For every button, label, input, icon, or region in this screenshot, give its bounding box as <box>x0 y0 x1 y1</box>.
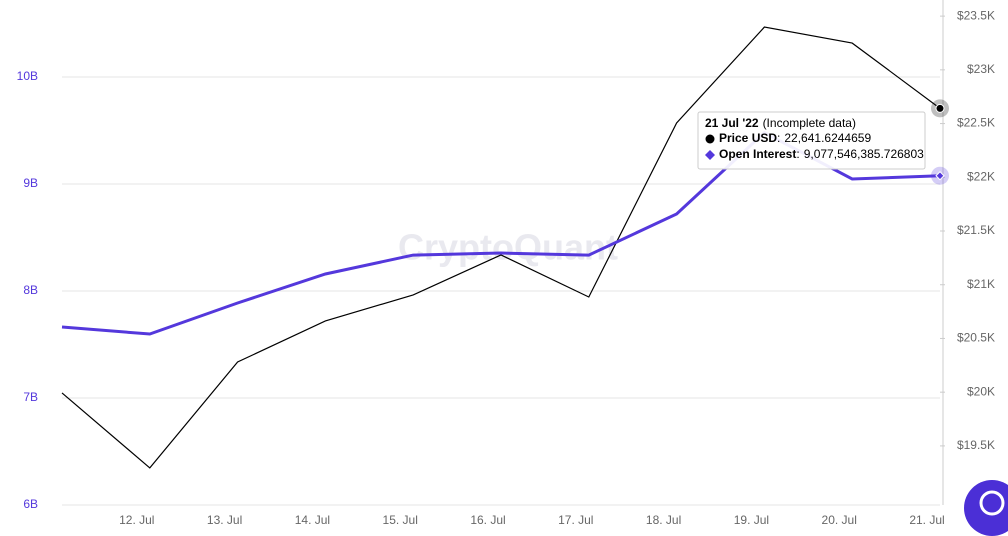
search-button[interactable] <box>964 480 1008 536</box>
x-tick-label: 21. Jul <box>909 513 944 527</box>
y-tick-label: 10B <box>17 69 38 83</box>
y2-tick-label: $22K <box>967 169 995 183</box>
y2-tick-label: $21.5K <box>957 223 995 237</box>
x-tick-label: 17. Jul <box>558 513 593 527</box>
tooltip-header: 21 Jul '22 (Incomplete data) <box>705 116 856 130</box>
x-tick-label: 13. Jul <box>207 513 242 527</box>
tooltip-separator: : <box>796 147 799 161</box>
x-tick-label: 12. Jul <box>119 513 154 527</box>
tooltip-value: 22,641.6244659 <box>784 131 871 145</box>
y2-tick-label: $23.5K <box>957 8 995 22</box>
tooltip-value: 9,077,546,385.726803 <box>804 147 924 161</box>
tooltip-series-name: Price USD <box>719 131 777 145</box>
tooltip: 21 Jul '22 (Incomplete data)Price USD: 22,… <box>697 111 926 170</box>
x-tick-label: 20. Jul <box>822 513 857 527</box>
y-tick-label: 6B <box>23 497 38 511</box>
x-tick-label: 14. Jul <box>295 513 330 527</box>
tooltip-row: Open Interest: 9,077,546,385.726803 <box>719 147 924 161</box>
tooltip-separator: : <box>777 131 780 145</box>
search-icon[interactable] <box>979 490 1005 516</box>
tooltip-symbol <box>705 150 715 160</box>
tooltip-note: (Incomplete data) <box>763 116 856 130</box>
x-tick-label: 19. Jul <box>734 513 769 527</box>
y2-tick-label: $19.5K <box>957 438 995 452</box>
hover-point <box>935 171 945 181</box>
x-tick-label: 16. Jul <box>470 513 505 527</box>
y2-tick-label: $22.5K <box>957 116 995 130</box>
y2-tick-label: $21K <box>967 277 995 291</box>
hover-point <box>935 103 945 113</box>
x-tick-label: 15. Jul <box>383 513 418 527</box>
tooltip-date: 21 Jul '22 <box>705 116 759 130</box>
y-tick-label: 8B <box>23 283 38 297</box>
tooltip-row: Price USD: 22,641.6244659 <box>719 131 871 145</box>
tooltip-series-name: Open Interest <box>719 147 796 161</box>
tooltip-box <box>697 111 926 170</box>
tooltip-symbol <box>705 134 715 144</box>
watermark: CryptoQuant <box>398 227 618 268</box>
x-tick-label: 18. Jul <box>646 513 681 527</box>
y2-tick-label: $20K <box>967 384 995 398</box>
y-tick-label: 7B <box>23 390 38 404</box>
series-line <box>61 26 941 469</box>
y2-tick-label: $20.5K <box>957 331 995 345</box>
y-tick-label: 9B <box>23 176 38 190</box>
y2-tick-label: $23K <box>967 62 995 76</box>
